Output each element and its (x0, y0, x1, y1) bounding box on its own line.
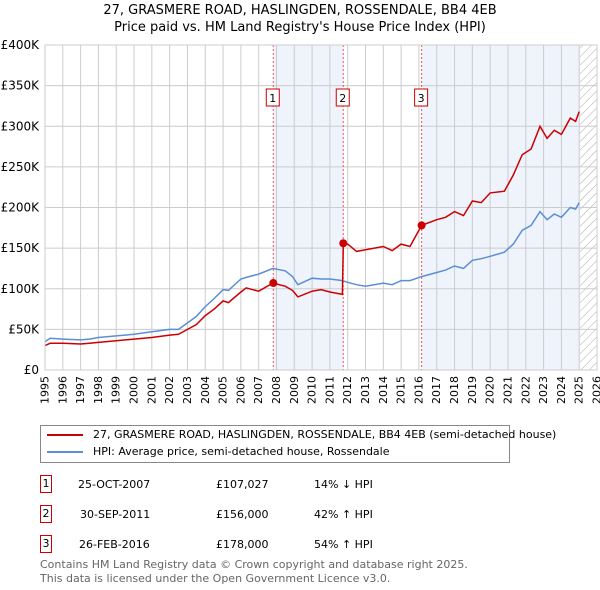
x-tick-label: 2018 (448, 376, 461, 404)
x-tick-label: 2013 (359, 376, 372, 404)
sale-point (269, 279, 278, 288)
sale-row: 2 30-SEP-2011 £156,000 42% ↑ HPI (40, 505, 440, 535)
hpi-line (44, 202, 580, 343)
x-tick-label: 2002 (163, 376, 176, 404)
legend-swatch-red (47, 433, 83, 436)
x-tick-label: 1998 (92, 376, 105, 404)
sale-date: 25-OCT-2007 (78, 478, 151, 491)
sale-point (339, 239, 348, 248)
x-tick-label: 2008 (270, 376, 283, 404)
sale-row: 3 26-FEB-2016 £178,000 54% ↑ HPI (40, 535, 440, 565)
legend-item-property: 27, GRASMERE ROAD, HASLINGDEN, ROSSENDAL… (47, 426, 556, 443)
y-tick-label: £250K (1, 160, 41, 174)
x-tick-label: 1995 (39, 376, 52, 404)
sale-label-box (414, 88, 429, 107)
sale-label: 2 (339, 92, 346, 105)
sale-date: 26-FEB-2016 (79, 538, 150, 551)
x-tick-label: 2019 (466, 376, 479, 404)
sale-label-box (335, 88, 350, 107)
y-tick-label: £350K (1, 79, 41, 93)
x-tick-label: 1999 (110, 376, 123, 404)
title-line-1: 27, GRASMERE ROAD, HASLINGDEN, ROSSENDAL… (103, 3, 497, 18)
footer-licence: This data is licensed under the Open Gov… (40, 572, 391, 585)
x-tick-label: 2015 (395, 376, 408, 404)
sales-table: 1 25-OCT-2007 £107,027 14% ↓ HPI 2 30-SEP-20… (40, 475, 440, 565)
title-line-2: Price paid vs. HM Land Registry's House … (114, 20, 486, 35)
y-tick-label: £100K (1, 282, 41, 296)
x-tick-label: 2026 (591, 376, 600, 404)
footer-copyright: Contains HM Land Registry data © Crown c… (40, 558, 468, 571)
x-tick-label: 2010 (306, 376, 319, 404)
sale-price: £178,000 (216, 538, 269, 551)
legend-swatch-blue (47, 450, 83, 453)
legend: 27, GRASMERE ROAD, HASLINGDEN, ROSSENDAL… (40, 425, 556, 463)
x-tick-label: 2000 (128, 376, 141, 404)
x-tick-label: 2025 (573, 376, 586, 404)
x-tick-label: 2011 (323, 376, 336, 404)
x-tick-label: 2017 (430, 376, 443, 404)
sale-row: 1 25-OCT-2007 £107,027 14% ↓ HPI (40, 475, 440, 505)
y-tick-label: £200K (1, 201, 41, 215)
legend-label: HPI: Average price, semi-detached house,… (93, 445, 390, 458)
x-tick-label: 2006 (234, 376, 247, 404)
legend-item-hpi: HPI: Average price, semi-detached house,… (47, 443, 509, 460)
sale-label-box (265, 88, 280, 107)
y-tick-label: £0 (24, 363, 39, 377)
footer: Contains HM Land Registry data © Crown c… (40, 558, 468, 586)
sale-label: 1 (269, 92, 276, 105)
x-tick-label: 1996 (56, 376, 69, 404)
x-tick-label: 2024 (555, 376, 568, 404)
sale-point (417, 221, 426, 230)
x-tick-label: 2020 (484, 376, 497, 404)
sale-date: 30-SEP-2011 (80, 508, 151, 521)
sale-price: £156,000 (216, 508, 269, 521)
x-tick-label: 2016 (412, 376, 425, 404)
sale-label: 3 (418, 92, 425, 105)
x-tick-label: 2007 (252, 376, 265, 404)
sale-badge: 3 (40, 535, 52, 553)
sale-price: £107,027 (216, 478, 269, 491)
x-tick-label: 1997 (74, 376, 87, 404)
x-tick-label: 2009 (288, 376, 301, 404)
sale-hpi: 42% ↑ HPI (314, 508, 373, 521)
sale-badge: 2 (40, 505, 52, 523)
y-tick-label: £400K (1, 38, 41, 52)
y-tick-label: £50K (8, 322, 40, 336)
x-tick-label: 2023 (537, 376, 550, 404)
x-tick-label: 2004 (199, 376, 212, 404)
y-tick-label: £150K (1, 241, 41, 255)
price-chart: 1995 1996 1997 1998 1999 2000 2001 2002 2003 2004… (1, 38, 600, 404)
x-tick-label: 2022 (519, 376, 532, 404)
legend-label: 27, GRASMERE ROAD, HASLINGDEN, ROSSENDAL… (93, 428, 557, 441)
x-tick-label: 2021 (501, 376, 514, 404)
chart-title: 27, GRASMERE ROAD, HASLINGDEN, ROSSENDAL… (0, 2, 600, 36)
y-tick-label: £300K (1, 119, 41, 133)
plot-border (44, 44, 598, 371)
property-price-line (44, 111, 580, 347)
x-tick-label: 2012 (341, 376, 354, 404)
sale-hpi: 54% ↑ HPI (314, 538, 373, 551)
x-tick-label: 2005 (217, 376, 230, 404)
x-tick-label: 2001 (145, 376, 158, 404)
x-tick-label: 2014 (377, 376, 390, 404)
sale-hpi: 14% ↓ HPI (314, 478, 373, 491)
sale-badge: 1 (40, 475, 52, 493)
x-tick-label: 2003 (181, 376, 194, 404)
